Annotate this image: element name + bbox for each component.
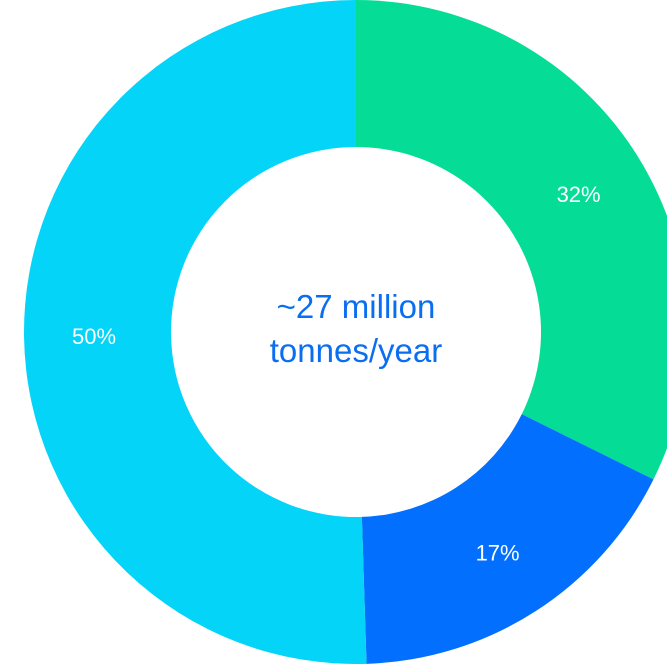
center-label: ~27 million tonnes/year [270,288,442,369]
slice-label-1: 32% [557,182,601,207]
donut-slices [24,0,667,664]
center-label-line-2: tonnes/year [270,332,442,369]
slice-labels: 32% 17% 50% [72,182,601,566]
donut-slice-2 [361,414,654,664]
center-label-line-1: ~27 million [277,288,436,325]
donut-slice-1 [356,0,667,480]
donut-slice-3 [24,0,367,664]
slice-label-3: 50% [72,324,116,349]
slice-label-2: 17% [476,540,520,565]
